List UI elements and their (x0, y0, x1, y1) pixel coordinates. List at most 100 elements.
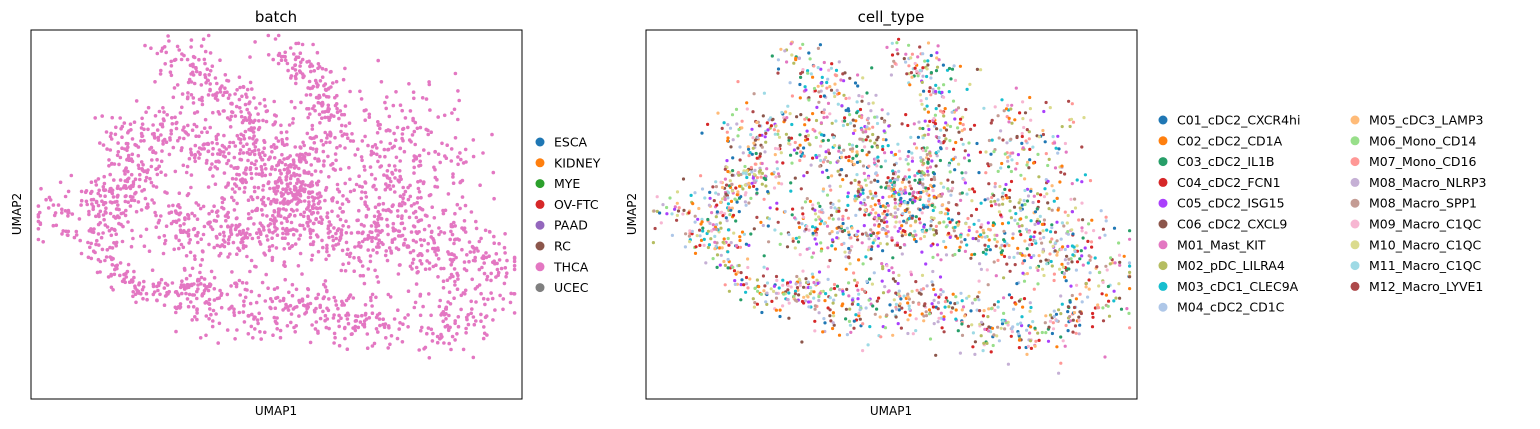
scatter-point (220, 200, 225, 205)
scatter-point (147, 249, 152, 253)
scatter-point (719, 226, 723, 230)
scatter-point (1036, 192, 1040, 196)
scatter-point (201, 232, 206, 237)
scatter-point (982, 106, 986, 110)
scatter-point (873, 312, 877, 316)
scatter-point (1066, 244, 1070, 248)
scatter-point (996, 258, 1000, 262)
scatter-point (990, 138, 994, 142)
scatter-point (283, 236, 287, 240)
scatter-point (436, 246, 440, 250)
scatter-point (789, 189, 793, 193)
scatter-point (870, 245, 874, 249)
scatter-point (1057, 308, 1061, 312)
scatter-point (793, 292, 798, 296)
scatter-point (338, 206, 342, 210)
scatter-point (215, 141, 219, 146)
scatter-point (908, 83, 912, 87)
scatter-point (427, 80, 431, 84)
scatter-point (453, 338, 457, 342)
scatter-point (289, 74, 294, 78)
scatter-point (822, 115, 826, 120)
scatter-point (107, 164, 111, 168)
scatter-point (821, 187, 826, 191)
scatter-point (847, 96, 851, 100)
scatter-point (877, 201, 881, 206)
scatter-point (451, 172, 455, 176)
scatter-point (124, 166, 128, 170)
scatter-point (131, 184, 135, 189)
scatter-point (79, 189, 84, 194)
scatter-point (494, 275, 498, 279)
scatter-point (919, 99, 923, 103)
scatter-point (249, 289, 254, 294)
scatter-point (308, 242, 313, 247)
scatter-point (436, 275, 440, 279)
scatter-point (655, 209, 659, 213)
scatter-point (765, 302, 769, 306)
scatter-point (379, 240, 384, 245)
scatter-point (273, 306, 278, 311)
scatter-point (788, 81, 792, 85)
scatter-point (281, 231, 285, 236)
scatter-point (953, 252, 957, 257)
scatter-point (47, 195, 52, 200)
scatter-point (902, 294, 906, 298)
scatter-point (381, 208, 386, 212)
scatter-point (356, 230, 361, 235)
scatter-point (208, 51, 213, 55)
scatter-point (839, 78, 843, 82)
scatter-point (192, 254, 197, 258)
scatter-point (869, 180, 873, 184)
scatter-point (799, 187, 803, 191)
scatter-point (222, 133, 226, 138)
scatter-point (813, 304, 818, 308)
scatter-point (210, 162, 214, 166)
scatter-point (335, 110, 340, 115)
scatter-point (971, 331, 976, 335)
scatter-point (305, 131, 310, 136)
scatter-point (187, 292, 192, 297)
scatter-point (699, 238, 704, 242)
scatter-point (1069, 117, 1074, 121)
scatter-point (233, 182, 237, 186)
scatter-point (855, 100, 859, 104)
scatter-point (907, 64, 911, 68)
scatter-point (154, 225, 158, 229)
scatter-point (881, 137, 886, 142)
scatter-point (220, 84, 224, 88)
legend-label: RC (554, 239, 571, 254)
scatter-point (262, 140, 267, 144)
scatter-point (827, 216, 831, 220)
scatter-point (989, 204, 994, 208)
scatter-point (1043, 140, 1047, 144)
scatter-point (132, 198, 137, 203)
scatter-point (295, 193, 299, 197)
scatter-point (1073, 249, 1077, 254)
scatter-point (307, 59, 311, 64)
scatter-point (140, 122, 145, 126)
scatter-point (885, 264, 889, 268)
scatter-point (263, 330, 267, 335)
scatter-point (502, 281, 507, 286)
scatter-point (268, 297, 273, 301)
scatter-point (413, 142, 418, 147)
scatter-point (744, 282, 749, 286)
scatter-point (278, 201, 283, 205)
scatter-point (418, 259, 423, 263)
scatter-point (118, 155, 123, 160)
scatter-point (1062, 224, 1066, 228)
scatter-point (937, 194, 941, 198)
scatter-point (378, 154, 382, 159)
scatter-point (980, 223, 984, 227)
scatter-point (213, 76, 218, 80)
scatter-point (183, 130, 187, 134)
scatter-point (184, 170, 189, 175)
scatter-point (487, 254, 491, 258)
scatter-point (182, 229, 186, 233)
scatter-point (1080, 226, 1084, 230)
scatter-point (826, 175, 830, 180)
scatter-point (880, 227, 884, 231)
scatter-point (308, 136, 313, 140)
scatter-point (191, 305, 196, 309)
